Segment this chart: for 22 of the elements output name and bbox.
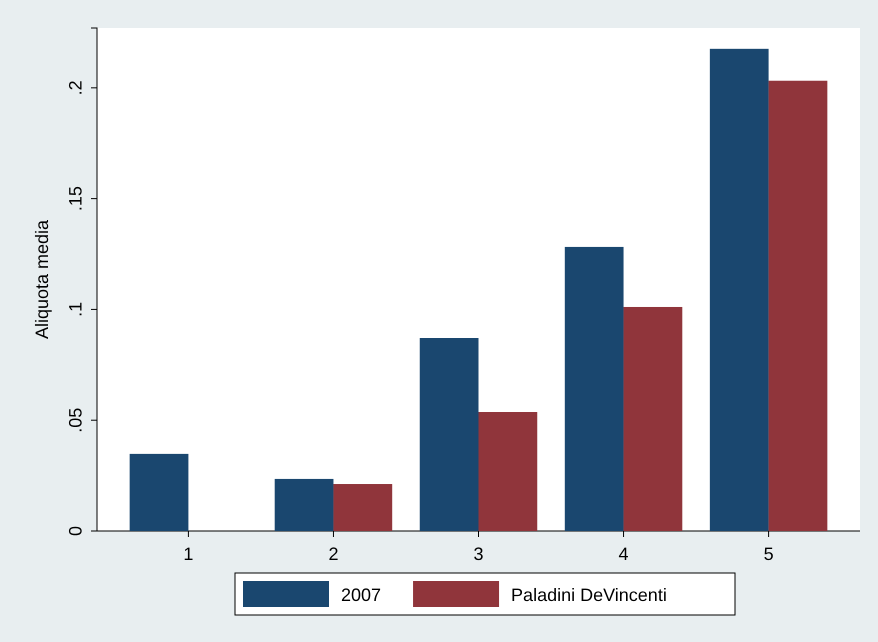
bar bbox=[130, 454, 188, 531]
x-tick-label: 2 bbox=[328, 544, 338, 564]
y-tick-label: .15 bbox=[65, 186, 86, 212]
bar bbox=[624, 306, 682, 531]
bar bbox=[564, 246, 624, 531]
y-tick-label: .2 bbox=[65, 80, 86, 96]
bar bbox=[333, 484, 392, 531]
legend-label: Paladini DeVincenti bbox=[511, 585, 667, 605]
bar bbox=[478, 412, 538, 531]
x-tick-label: 3 bbox=[473, 544, 484, 564]
bar bbox=[420, 338, 478, 531]
y-axis-title: Aliquota media bbox=[32, 218, 52, 340]
x-tick-label: 4 bbox=[618, 544, 629, 564]
x-tick-label: 5 bbox=[764, 544, 774, 564]
y-tick-label: .1 bbox=[65, 302, 86, 317]
x-tick-label: 1 bbox=[183, 544, 194, 564]
y-tick-label: 0 bbox=[65, 526, 86, 536]
y-tick-label: .05 bbox=[65, 408, 86, 433]
bar bbox=[710, 48, 769, 531]
bar bbox=[274, 478, 334, 531]
legend-label: 2007 bbox=[341, 585, 382, 605]
bar bbox=[768, 80, 828, 531]
